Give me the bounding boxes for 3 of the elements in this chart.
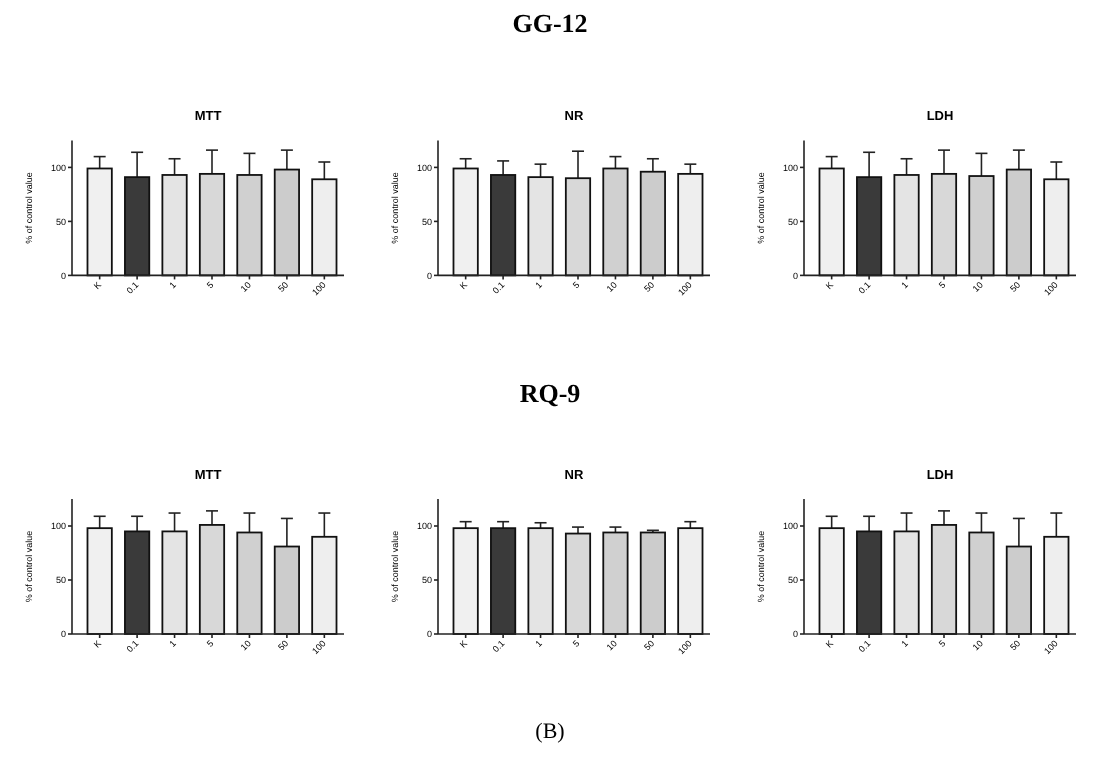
text: RQ-9 [519, 378, 582, 408]
text: GG-12 [512, 8, 588, 38]
text: (B) [535, 720, 566, 744]
